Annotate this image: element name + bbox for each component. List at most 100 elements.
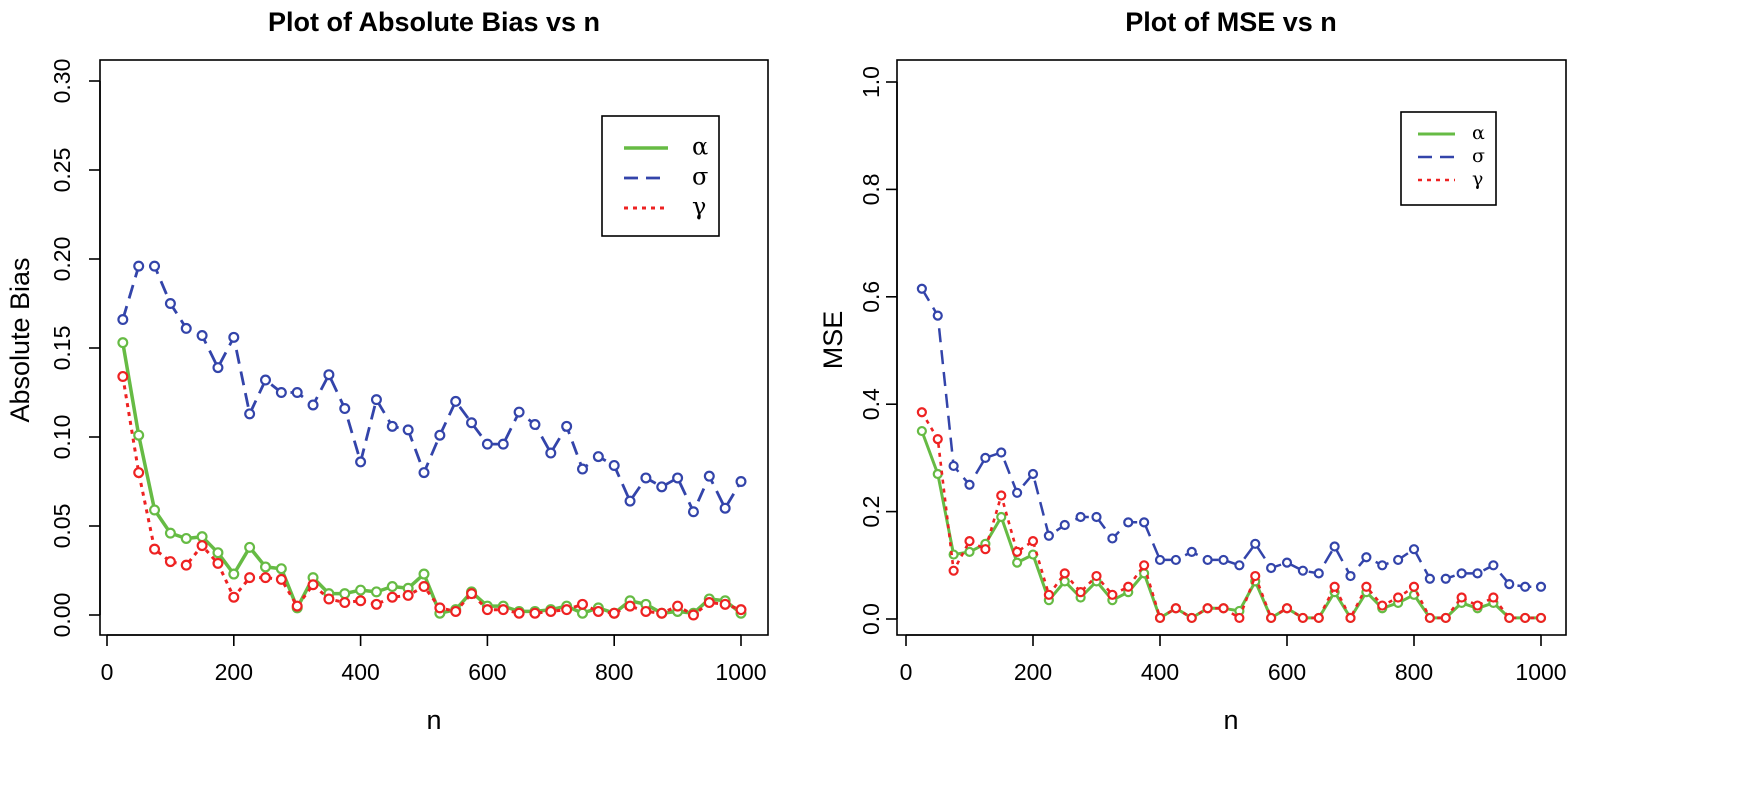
data-point xyxy=(323,593,335,605)
legend-label: α xyxy=(692,133,708,161)
data-point xyxy=(948,565,959,576)
x-tick-label: 600 xyxy=(1268,659,1306,685)
series-line xyxy=(121,342,743,615)
data-point xyxy=(402,589,414,601)
data-point xyxy=(1520,581,1531,592)
data-point xyxy=(133,467,145,479)
data-point xyxy=(964,536,975,547)
data-point xyxy=(418,581,430,593)
data-point xyxy=(672,600,684,612)
data-point xyxy=(275,563,287,575)
data-point xyxy=(1107,533,1118,544)
data-point xyxy=(450,605,462,617)
data-point xyxy=(291,600,303,612)
data-point xyxy=(323,369,335,381)
data-point xyxy=(1440,573,1451,584)
legend-label: γ xyxy=(692,193,706,221)
data-point xyxy=(932,310,943,321)
data-point xyxy=(1123,517,1134,528)
data-point xyxy=(624,600,636,612)
legend-box xyxy=(1400,111,1497,206)
series-gamma xyxy=(916,407,1547,624)
series-line xyxy=(920,411,1541,620)
data-point xyxy=(434,429,446,441)
data-point xyxy=(291,387,303,399)
data-point xyxy=(640,605,652,617)
data-point xyxy=(545,447,557,459)
data-point xyxy=(513,406,525,418)
data-point xyxy=(418,568,430,580)
data-point xyxy=(117,370,129,382)
data-point xyxy=(1202,603,1213,614)
x-tick-label: 200 xyxy=(215,659,253,685)
data-point xyxy=(592,605,604,617)
data-point xyxy=(260,561,272,573)
data-point xyxy=(307,579,319,591)
data-point xyxy=(1012,487,1023,498)
series-line xyxy=(920,288,1541,589)
data-point xyxy=(1186,546,1197,557)
data-point xyxy=(916,283,927,294)
legend-label: σ xyxy=(692,163,708,191)
absolute-bias-chart: Plot of Absolute Bias vs n n Absolute Bias… xyxy=(5,7,769,735)
y-tick-label: 0.2 xyxy=(858,496,884,528)
data-point xyxy=(576,607,588,619)
data-point xyxy=(1202,554,1213,566)
data-point xyxy=(996,511,1007,523)
chart-title: Plot of MSE vs n xyxy=(1125,7,1337,37)
data-point xyxy=(1520,612,1531,624)
data-point xyxy=(576,598,588,610)
data-point xyxy=(466,588,478,600)
data-point xyxy=(1313,612,1324,624)
data-point xyxy=(1281,557,1293,568)
legend-label: α xyxy=(1472,122,1485,144)
data-point xyxy=(1043,589,1054,600)
data-point xyxy=(370,586,382,598)
data-point xyxy=(592,451,604,463)
x-tick-label: 0 xyxy=(101,659,114,685)
data-point xyxy=(719,502,731,514)
data-point xyxy=(164,556,176,568)
data-point xyxy=(1170,554,1181,566)
data-point xyxy=(1075,587,1086,598)
x-tick-label: 1000 xyxy=(715,659,766,685)
data-point xyxy=(244,408,256,420)
x-tick-label: 0 xyxy=(900,659,913,685)
data-point xyxy=(1456,592,1467,603)
x-tick-label: 200 xyxy=(1014,659,1052,685)
y-tick-label: 0.25 xyxy=(49,148,75,193)
data-point xyxy=(916,407,927,418)
data-point xyxy=(1393,592,1404,603)
data-point xyxy=(1313,568,1324,579)
data-point xyxy=(576,463,588,475)
data-point xyxy=(948,460,959,472)
data-point xyxy=(355,584,367,596)
data-point xyxy=(687,609,699,621)
data-point xyxy=(1456,568,1467,579)
legend-label: γ xyxy=(1472,168,1483,190)
y-tick-label: 0.4 xyxy=(858,388,884,420)
data-point xyxy=(1218,554,1229,566)
data-point xyxy=(196,531,208,543)
y-tick-label: 0.0 xyxy=(858,603,884,635)
data-point xyxy=(1377,600,1388,611)
data-point xyxy=(529,607,541,619)
data-point xyxy=(228,591,240,603)
data-point xyxy=(1424,612,1435,624)
data-point xyxy=(212,557,224,569)
y-tick-label: 0.20 xyxy=(49,237,75,282)
data-point xyxy=(402,424,414,436)
x-axis: 0 200 400 600 800 1000 xyxy=(101,634,767,685)
data-point xyxy=(1329,541,1340,552)
data-point xyxy=(1297,565,1308,576)
data-point xyxy=(117,337,129,349)
data-point xyxy=(672,472,684,484)
data-point xyxy=(1281,603,1293,614)
data-point xyxy=(196,330,208,342)
data-point xyxy=(1012,546,1023,557)
series-line xyxy=(920,430,1541,620)
data-point xyxy=(1059,568,1070,579)
data-point xyxy=(370,598,382,610)
data-point xyxy=(339,588,351,600)
